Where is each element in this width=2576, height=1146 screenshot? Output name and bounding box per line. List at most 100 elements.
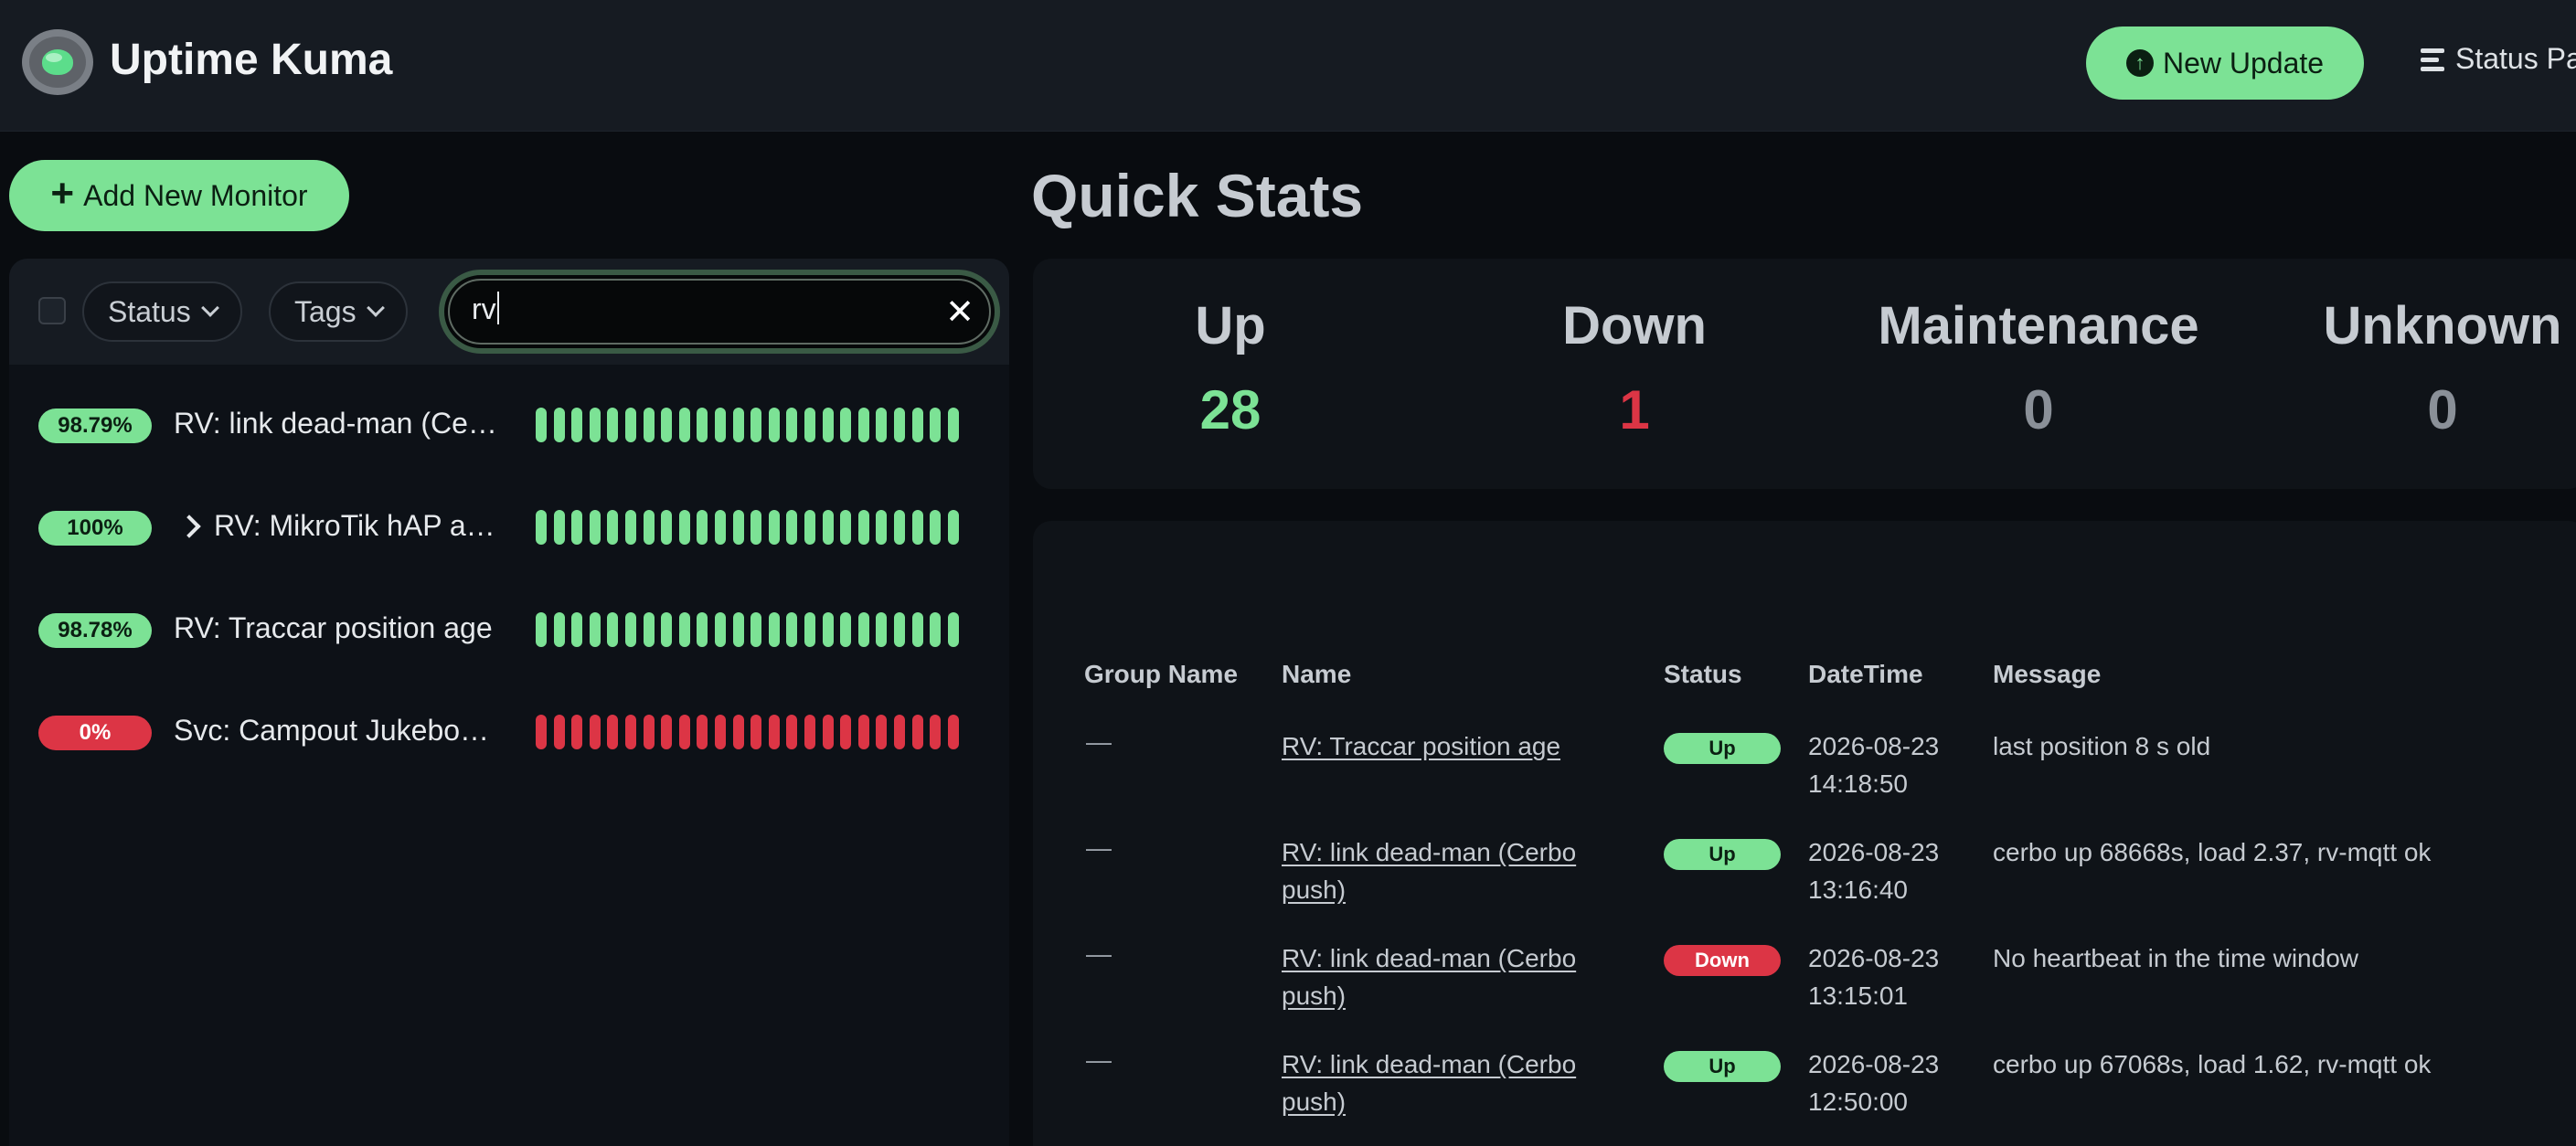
monitor-list-item[interactable]: 100% RV: MikroTik hAP a… xyxy=(9,491,1009,564)
status-filter-label: Status xyxy=(108,294,191,328)
column-header-name: Name xyxy=(1282,660,1352,688)
uptime-badge: 98.78% xyxy=(38,613,152,648)
event-message: cerbo up 67068s, load 1.62, rv-mqtt ok xyxy=(1993,1050,2432,1078)
heartbeat-beat xyxy=(536,408,547,442)
heartbeat-beat xyxy=(553,715,565,749)
heartbeat-beat xyxy=(643,612,655,647)
heartbeat-beat xyxy=(894,612,905,647)
event-group-name: — xyxy=(1086,833,1112,862)
uptime-kuma-logo-icon[interactable] xyxy=(22,29,93,95)
heartbeat-beat xyxy=(732,510,744,545)
heartbeat-beat xyxy=(930,510,942,545)
clear-search-icon[interactable]: ✕ xyxy=(945,293,974,332)
heartbeat-beat xyxy=(589,715,601,749)
stat-unknown: Unknown 0 xyxy=(2278,295,2576,441)
event-monitor-link[interactable]: RV: link dead-man (Cerbo push) xyxy=(1282,838,1577,904)
event-date: 2026-08-23 xyxy=(1808,732,1940,760)
event-group-name: — xyxy=(1086,1045,1112,1074)
stat-value: 28 xyxy=(1199,379,1261,440)
heartbeat-beat xyxy=(840,612,852,647)
monitor-list-item[interactable]: 0% Svc: Campout Jukebo… xyxy=(9,695,1009,769)
heartbeat-beat xyxy=(732,612,744,647)
heartbeat-bar xyxy=(536,408,974,442)
stat-label: Down xyxy=(1562,296,1707,355)
heartbeat-beat xyxy=(571,408,583,442)
event-monitor-link[interactable]: RV: link dead-man (Cerbo push) xyxy=(1282,1050,1577,1116)
heartbeat-beat xyxy=(553,510,565,545)
heartbeat-beat xyxy=(589,612,601,647)
heartbeat-bar xyxy=(536,510,974,545)
heartbeat-beat xyxy=(571,612,583,647)
search-input-value: rv xyxy=(472,292,496,325)
heartbeat-beat xyxy=(876,510,888,545)
top-navbar: Uptime Kuma ↑ New Update Status Pa xyxy=(0,0,2576,132)
monitor-name: RV: MikroTik hAP a… xyxy=(214,509,495,542)
stat-down: Down 1 xyxy=(1470,295,1799,441)
search-input[interactable]: rv ✕ xyxy=(439,270,1000,354)
heartbeat-beat xyxy=(643,510,655,545)
stat-label: Maintenance xyxy=(1878,296,2199,355)
heartbeat-beat xyxy=(804,612,815,647)
heartbeat-beat xyxy=(625,715,636,749)
stat-label: Unknown xyxy=(2323,296,2562,355)
heartbeat-beat xyxy=(661,510,673,545)
event-monitor-link[interactable]: RV: link dead-man (Cerbo push) xyxy=(1282,944,1577,1010)
heartbeat-beat xyxy=(732,715,744,749)
heartbeat-beat xyxy=(607,408,619,442)
stat-label: Up xyxy=(1195,296,1266,355)
tags-filter-dropdown[interactable]: Tags xyxy=(269,281,408,342)
heartbeat-beat xyxy=(911,408,923,442)
monitor-list-panel: Status Tags rv ✕ 98.79% RV: link dead-man… xyxy=(9,259,1009,1146)
column-header-datetime: DateTime xyxy=(1808,660,1923,688)
status-filter-dropdown[interactable]: Status xyxy=(82,281,242,342)
heartbeat-beat xyxy=(750,715,762,749)
event-message: cerbo up 68668s, load 2.37, rv-mqtt ok xyxy=(1993,838,2432,866)
event-group-name: — xyxy=(1086,939,1112,968)
event-monitor-link[interactable]: RV: Traccar position age xyxy=(1282,732,1561,760)
heartbeat-beat xyxy=(804,715,815,749)
heartbeat-beat xyxy=(715,510,726,545)
heartbeat-beat xyxy=(804,510,815,545)
event-datetime: 2026-08-23 13:16:40 xyxy=(1808,833,1973,908)
status-pages-link[interactable]: Status Pa xyxy=(2421,42,2576,76)
add-new-monitor-button[interactable]: + Add New Monitor xyxy=(9,160,349,231)
heartbeat-beat xyxy=(947,408,959,442)
heartbeat-beat xyxy=(911,612,923,647)
event-datetime: 2026-08-23 12:50:00 xyxy=(1808,1045,1973,1120)
heartbeat-beat xyxy=(786,612,798,647)
monitor-list-item[interactable]: 98.79% RV: link dead-man (Ce… xyxy=(9,388,1009,462)
chevron-down-icon xyxy=(200,299,219,317)
heartbeat-beat xyxy=(678,408,690,442)
new-update-label: New Update xyxy=(2162,46,2325,80)
add-new-monitor-label: Add New Monitor xyxy=(83,178,308,212)
heartbeat-beat xyxy=(697,612,708,647)
status-pages-label: Status Pa xyxy=(2455,42,2576,75)
heartbeat-beat xyxy=(607,612,619,647)
select-all-checkbox[interactable] xyxy=(38,297,66,324)
stat-value: 0 xyxy=(2427,379,2458,440)
important-events-card: Group Name Name Status DateTime Message … xyxy=(1033,521,2576,1146)
monitor-name: Svc: Campout Jukebo… xyxy=(174,714,490,747)
new-update-button[interactable]: ↑ New Update xyxy=(2086,27,2364,100)
heartbeat-beat xyxy=(625,612,636,647)
heartbeat-beat xyxy=(947,510,959,545)
heartbeat-beat xyxy=(822,408,834,442)
plus-icon: + xyxy=(50,171,75,216)
event-message: No heartbeat in the time window xyxy=(1993,944,2358,972)
heartbeat-beat xyxy=(947,715,959,749)
heartbeat-bar xyxy=(536,715,974,749)
table-row: — RV: link dead-man (Cerbo push) Down 2026-… xyxy=(1033,939,2576,1045)
heartbeat-beat xyxy=(536,612,547,647)
brand-title[interactable]: Uptime Kuma xyxy=(110,36,393,84)
quick-stats-title: Quick Stats xyxy=(1031,162,1364,229)
monitor-filter-bar: Status Tags rv ✕ xyxy=(9,259,1009,365)
event-time: 13:16:40 xyxy=(1808,875,1908,904)
heartbeat-beat xyxy=(894,510,905,545)
heartbeat-beat xyxy=(822,510,834,545)
event-time: 14:18:50 xyxy=(1808,769,1908,798)
heartbeat-beat xyxy=(661,408,673,442)
monitor-name: RV: link dead-man (Ce… xyxy=(174,407,497,440)
monitor-list-item[interactable]: 98.78% RV: Traccar position age xyxy=(9,593,1009,666)
heartbeat-beat xyxy=(697,510,708,545)
chevron-right-icon[interactable] xyxy=(177,515,201,538)
